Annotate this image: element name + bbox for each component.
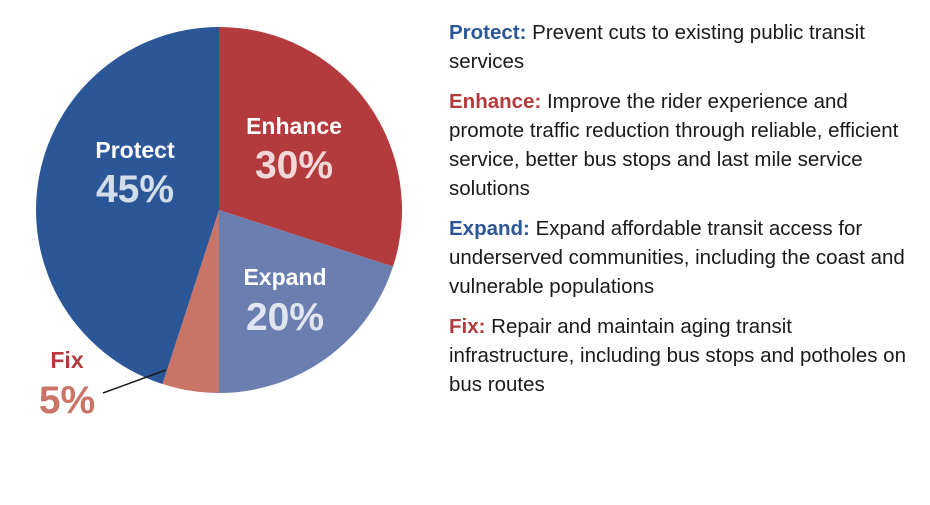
slice-name-enhance: Enhance xyxy=(246,113,342,139)
pie-slice-fix xyxy=(162,210,219,393)
slice-value-enhance: 30% xyxy=(255,144,333,187)
slice-name-expand: Expand xyxy=(243,264,326,290)
pie-slice-expand xyxy=(219,210,394,393)
legend-term-enhance: Enhance: xyxy=(449,90,542,113)
slice-value-protect: 45% xyxy=(96,168,174,211)
pie-slice-protect xyxy=(36,27,219,385)
legend-item-expand: Expand: Expand affordable transit access… xyxy=(449,214,909,301)
slice-value-expand: 20% xyxy=(246,296,324,339)
legend-description-enhance: Improve the rider experience and promote… xyxy=(449,90,899,200)
pie-chart: Protect 45% Enhance 30% Expand 20% Fix 5… xyxy=(36,27,402,422)
slice-name-fix: Fix xyxy=(50,347,83,373)
legend-description-protect: Prevent cuts to existing public transit … xyxy=(449,21,865,73)
slice-name-protect: Protect xyxy=(95,137,175,163)
legend-term-fix: Fix: xyxy=(449,315,486,338)
fix-leader-line xyxy=(102,369,167,394)
legend-item-enhance: Enhance: Improve the rider experience an… xyxy=(449,87,909,203)
slice-value-fix: 5% xyxy=(39,379,95,422)
legend-description-fix: Repair and maintain aging transit infras… xyxy=(449,315,906,396)
pie-slice-enhance xyxy=(219,27,402,267)
legend-item-protect: Protect: Prevent cuts to existing public… xyxy=(449,18,909,76)
legend-description-expand: Expand affordable transit access for und… xyxy=(449,217,905,298)
legend-term-protect: Protect: xyxy=(449,21,527,44)
legend-item-fix: Fix: Repair and maintain aging transit i… xyxy=(449,312,909,399)
legend: Protect: Prevent cuts to existing public… xyxy=(449,18,909,410)
legend-term-expand: Expand: xyxy=(449,217,530,240)
